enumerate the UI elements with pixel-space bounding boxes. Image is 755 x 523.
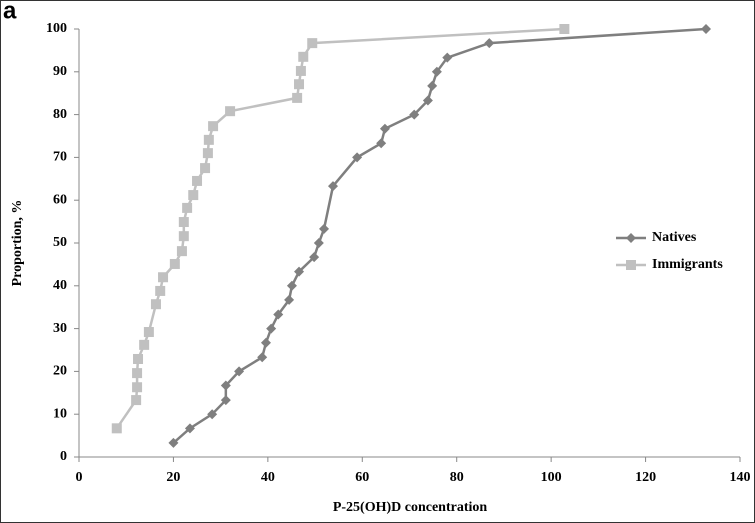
marker xyxy=(309,252,320,263)
marker xyxy=(294,266,305,277)
marker xyxy=(139,339,150,350)
legend-label: Immigrants xyxy=(652,257,723,272)
marker xyxy=(220,380,231,391)
marker xyxy=(178,217,189,228)
marker xyxy=(626,233,636,243)
marker xyxy=(188,190,199,201)
marker xyxy=(155,285,166,296)
x-tick-label: 20 xyxy=(166,470,180,485)
legend-label: Natives xyxy=(652,230,697,245)
marker xyxy=(178,231,189,242)
x-axis-label: P-25(OH)D concentration xyxy=(333,500,488,515)
marker xyxy=(169,258,180,269)
y-tick-label: 60 xyxy=(53,192,67,207)
marker xyxy=(234,366,245,377)
marker xyxy=(422,95,433,106)
marker xyxy=(352,152,363,163)
marker xyxy=(182,202,193,213)
marker xyxy=(286,280,297,291)
x-tick-label: 60 xyxy=(355,470,369,485)
marker xyxy=(131,395,142,406)
marker xyxy=(409,109,420,120)
marker xyxy=(202,148,213,159)
marker xyxy=(298,51,309,62)
marker xyxy=(143,327,154,338)
y-tick-label: 0 xyxy=(60,449,67,464)
marker xyxy=(176,246,187,257)
marker xyxy=(295,65,306,76)
x-tick-label: 80 xyxy=(450,470,464,485)
marker xyxy=(319,223,330,234)
marker xyxy=(200,163,211,174)
y-tick-label: 10 xyxy=(53,406,67,421)
series-line xyxy=(115,27,565,430)
marker xyxy=(307,38,318,49)
y-tick-label: 20 xyxy=(53,364,67,379)
marker xyxy=(257,352,268,363)
y-tick-label: 30 xyxy=(53,321,67,336)
marker xyxy=(284,294,295,305)
marker xyxy=(442,52,453,63)
marker xyxy=(111,423,122,434)
x-tick-label: 40 xyxy=(261,470,275,485)
marker xyxy=(192,175,203,186)
y-tick-label: 70 xyxy=(53,150,67,165)
y-tick-label: 100 xyxy=(46,21,67,36)
y-tick-label: 90 xyxy=(53,64,67,79)
marker xyxy=(376,138,387,149)
panel-label: a xyxy=(3,0,17,24)
marker xyxy=(328,181,339,192)
marker xyxy=(431,66,442,77)
marker xyxy=(220,395,231,406)
marker xyxy=(427,80,438,91)
marker xyxy=(132,368,143,379)
x-tick-label: 140 xyxy=(730,470,751,485)
x-tick-label: 100 xyxy=(541,470,562,485)
marker xyxy=(184,423,195,434)
marker xyxy=(626,260,636,270)
y-tick-label: 40 xyxy=(53,278,67,293)
marker xyxy=(150,299,161,310)
marker xyxy=(266,323,277,334)
marker xyxy=(292,92,303,103)
marker xyxy=(203,134,214,145)
marker xyxy=(207,409,218,420)
marker xyxy=(313,238,324,248)
marker xyxy=(484,38,495,49)
marker xyxy=(273,309,284,320)
y-tick-label: 50 xyxy=(53,235,67,250)
marker xyxy=(294,79,305,90)
marker xyxy=(559,24,570,34)
marker xyxy=(379,123,390,134)
marker xyxy=(168,437,179,448)
marker xyxy=(701,24,712,34)
marker xyxy=(208,121,219,132)
marker xyxy=(158,272,169,283)
y-tick-label: 80 xyxy=(53,107,67,122)
marker xyxy=(225,106,236,117)
marker xyxy=(133,353,144,364)
marker xyxy=(260,337,271,348)
x-tick-label: 0 xyxy=(76,470,83,485)
x-tick-label: 120 xyxy=(635,470,656,485)
y-axis-label: Proportion, % xyxy=(10,200,25,287)
marker xyxy=(132,382,143,393)
